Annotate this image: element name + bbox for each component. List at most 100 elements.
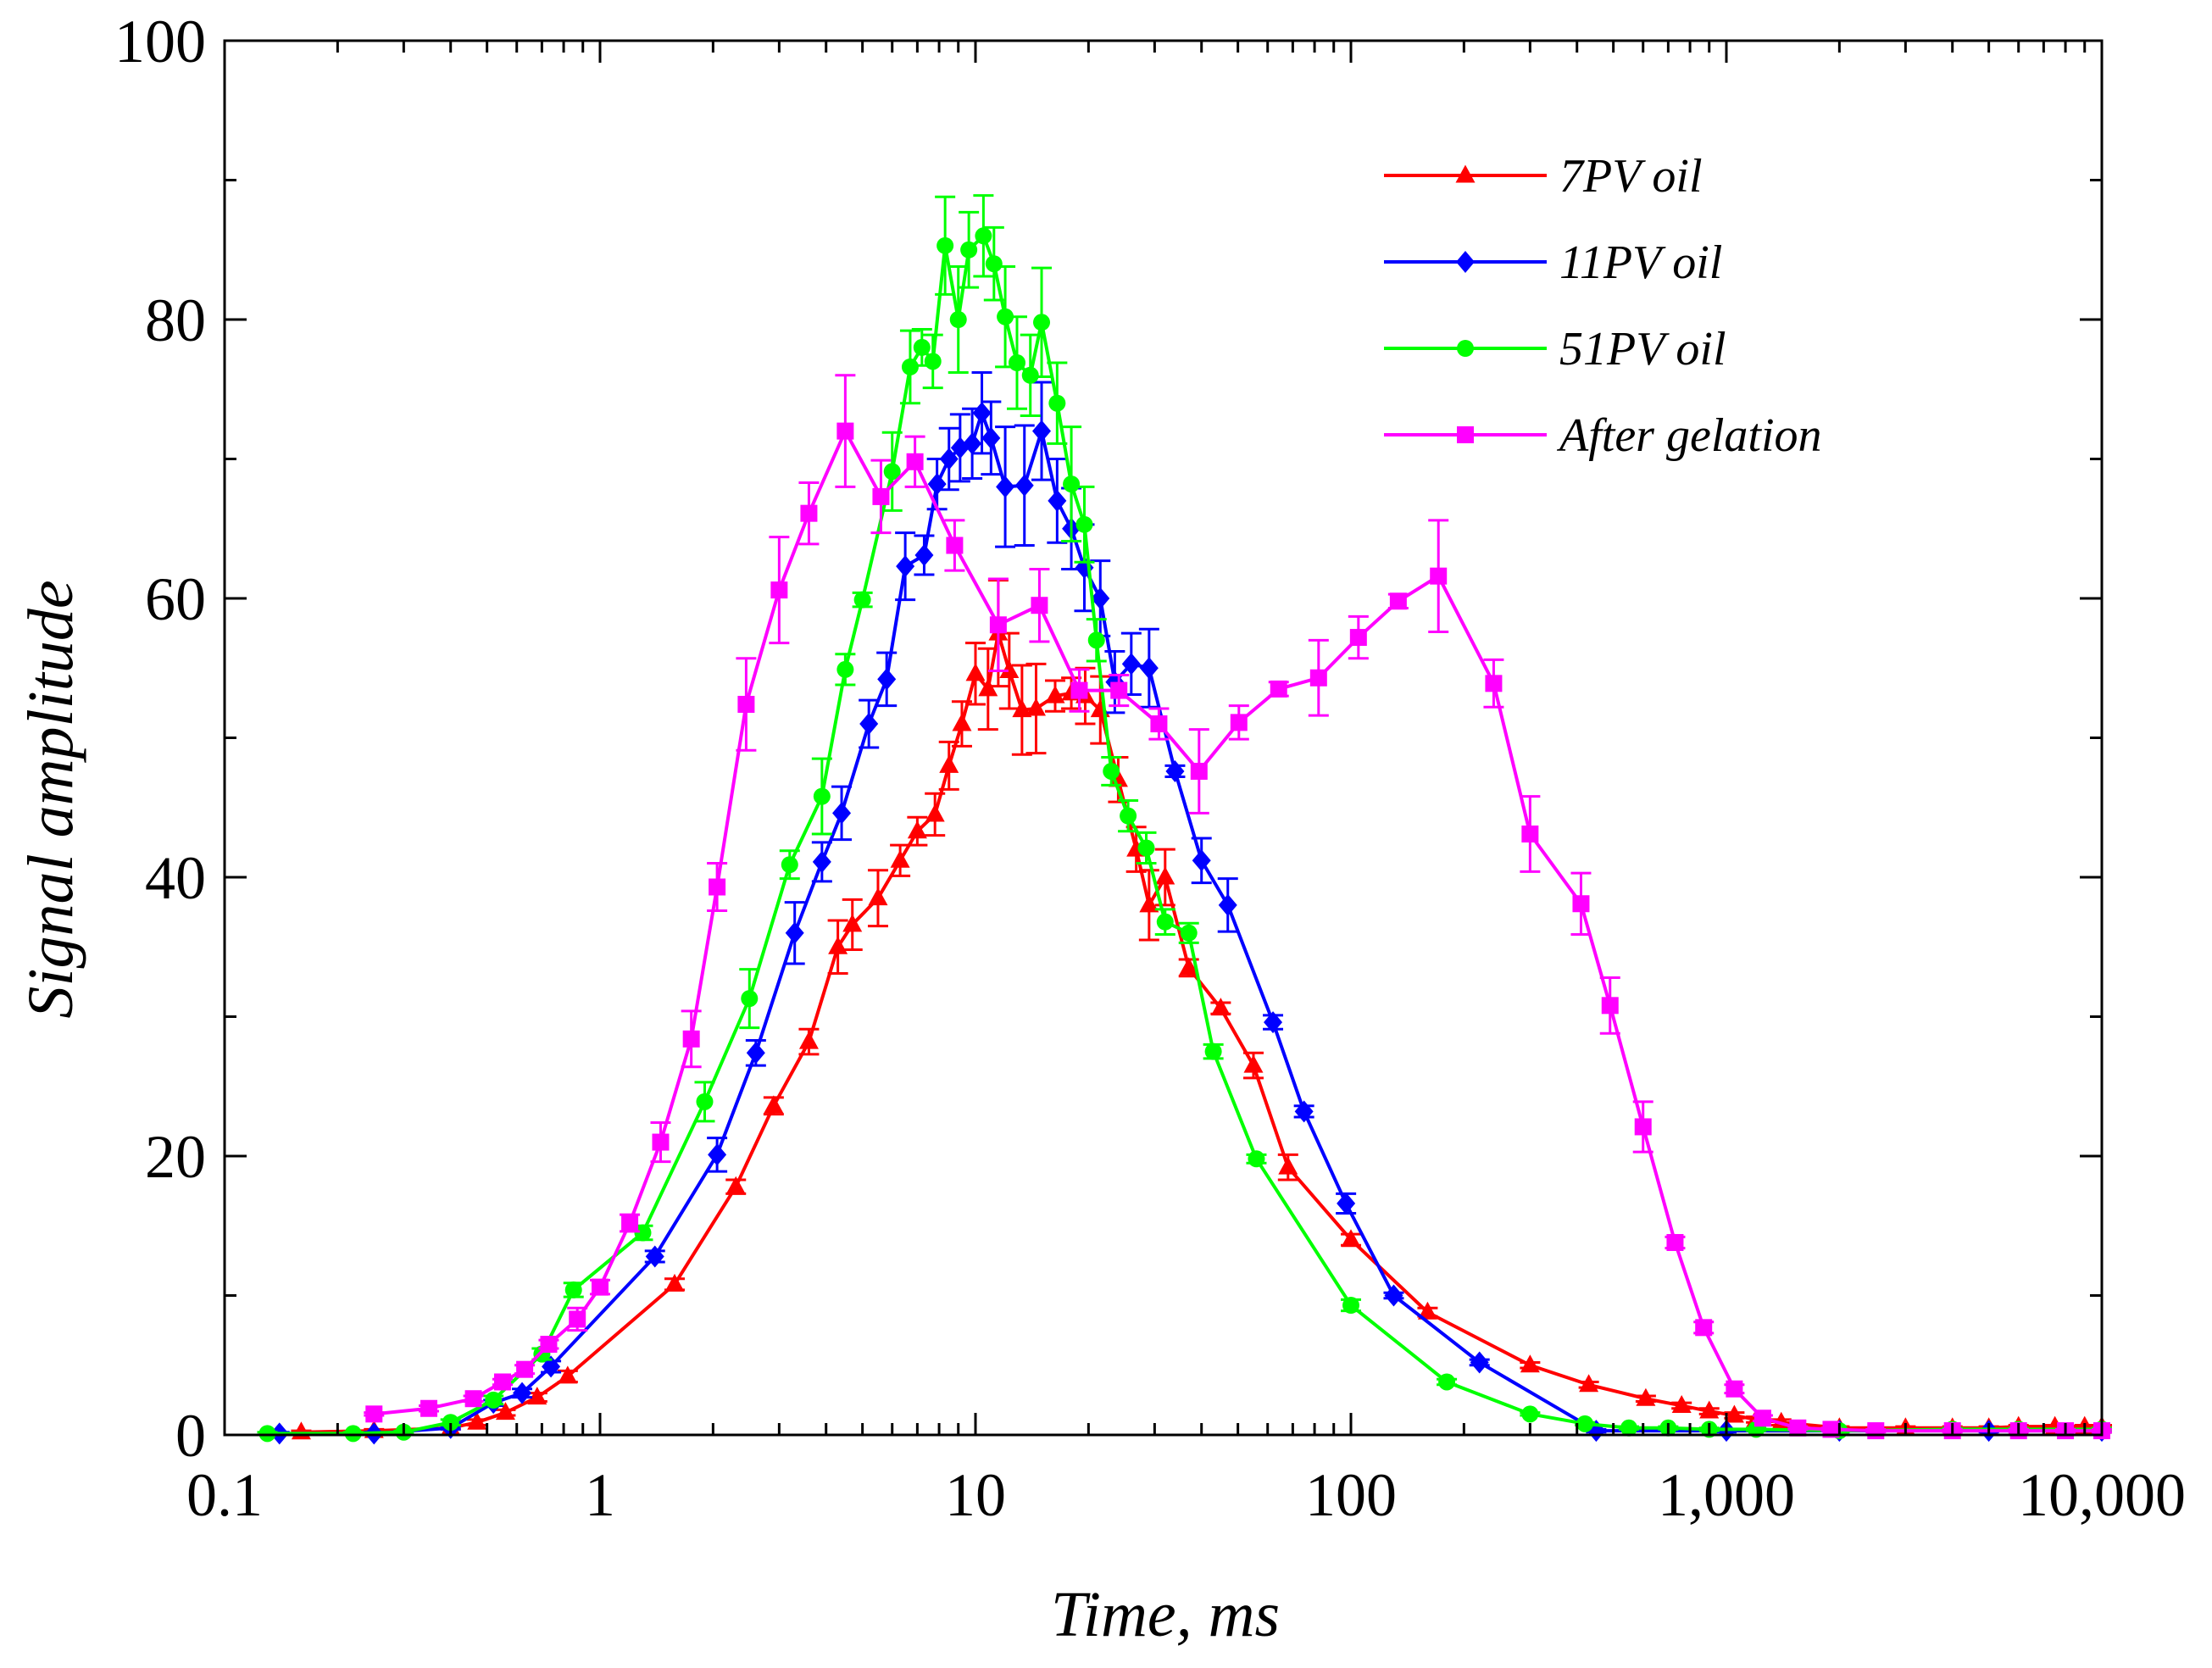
x-tick-label: 100: [1305, 1461, 1397, 1529]
data-point: [813, 787, 831, 805]
legend-item-51pv-oil: 51PV oil: [1384, 323, 1726, 375]
data-point: [1384, 1284, 1403, 1307]
data-point: [1243, 1054, 1264, 1073]
data-point: [952, 713, 972, 731]
data-point: [344, 1425, 362, 1443]
data-point: [1120, 807, 1137, 825]
data-point: [996, 475, 1015, 498]
data-point: [493, 1373, 511, 1391]
data-point: [708, 1143, 727, 1166]
data-point: [997, 308, 1014, 325]
data-point: [1417, 1301, 1437, 1320]
data-point: [1726, 1380, 1743, 1398]
data-point: [1636, 1387, 1656, 1406]
data-point: [798, 1031, 819, 1049]
data-point: [785, 921, 804, 944]
data-point: [540, 1336, 558, 1354]
y-tick-label: 80: [145, 286, 206, 354]
data-point: [901, 358, 919, 375]
data-point: [1341, 1229, 1361, 1248]
data-point: [1430, 567, 1448, 585]
data-point: [725, 1176, 746, 1194]
data-point: [896, 555, 915, 578]
data-point: [1070, 681, 1088, 699]
data-point: [985, 255, 1003, 273]
data-point: [634, 1224, 652, 1242]
data-point: [883, 463, 901, 481]
data-point: [832, 802, 852, 825]
data-point: [853, 591, 871, 609]
data-point: [569, 1310, 586, 1328]
data-point: [746, 1042, 765, 1065]
data-point: [1349, 629, 1367, 647]
data-point: [737, 696, 755, 714]
data-point: [836, 660, 854, 678]
data-point: [913, 338, 931, 356]
data-point: [924, 353, 942, 370]
data-point: [1048, 394, 1066, 412]
y-tick-label: 40: [145, 844, 206, 912]
data-point: [1045, 685, 1065, 703]
data-point: [1389, 592, 1407, 610]
x-tick-label: 1: [585, 1461, 615, 1529]
data-point: [258, 1425, 276, 1443]
data-point: [652, 1133, 670, 1151]
data-point: [989, 616, 1007, 634]
data-point: [1033, 314, 1051, 331]
data-point: [939, 448, 959, 470]
data-point: [664, 1273, 685, 1292]
data-point: [1264, 1011, 1283, 1034]
legend-label: 11PV oil: [1559, 236, 1722, 289]
legend-item-after-gelation: After gelation: [1384, 409, 1822, 462]
axes: 0 20 40 60 80 100 0.1 1 10 100 1,000 10,000: [114, 8, 2186, 1529]
data-point: [1572, 895, 1590, 913]
data-point: [1087, 631, 1105, 649]
data-point: [365, 1405, 383, 1423]
data-point: [1278, 1156, 1298, 1175]
data-point: [1075, 515, 1093, 533]
data-point: [1139, 894, 1159, 913]
data-point: [936, 236, 954, 254]
data-point: [1032, 420, 1052, 442]
data-point: [828, 936, 848, 954]
data-point: [1695, 1319, 1713, 1337]
data-point: [963, 432, 982, 455]
data-point: [972, 402, 992, 425]
data-point: [1601, 997, 1619, 1015]
data-point: [1180, 924, 1198, 942]
data-point: [1294, 1100, 1314, 1123]
data-point: [965, 663, 986, 681]
series-11pv-oil: [269, 371, 2112, 1445]
data-point: [1620, 1419, 1637, 1437]
data-point: [781, 856, 798, 874]
data-point: [1218, 893, 1237, 916]
data-point: [1579, 1374, 1599, 1393]
data-point: [946, 537, 964, 554]
legend-marker: [1457, 340, 1474, 357]
data-point: [1867, 1422, 1885, 1440]
data-point: [1342, 1297, 1359, 1315]
data-point: [516, 1360, 534, 1378]
data-point: [1470, 1351, 1489, 1374]
data-point: [770, 581, 788, 599]
data-point: [558, 1365, 578, 1384]
data-point: [925, 803, 945, 822]
data-point: [1485, 675, 1503, 692]
data-point: [741, 990, 759, 1008]
data-point: [764, 1095, 784, 1114]
data-point: [1156, 913, 1174, 931]
data-point: [1091, 587, 1110, 609]
data-point: [1190, 762, 1208, 780]
y-tick-label: 0: [175, 1402, 206, 1470]
data-point: [978, 678, 998, 697]
data-point: [1309, 669, 1327, 687]
data-point: [1121, 653, 1141, 676]
data-point: [1699, 1400, 1720, 1419]
data-point: [1438, 1373, 1456, 1391]
data-point: [949, 311, 967, 328]
data-point: [999, 660, 1020, 679]
data-point: [1671, 1394, 1692, 1413]
data-point: [467, 1411, 487, 1430]
